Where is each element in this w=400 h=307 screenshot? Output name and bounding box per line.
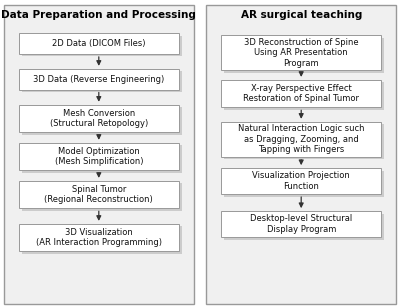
FancyBboxPatch shape <box>221 80 381 107</box>
Text: Model Optimization
(Mesh Simplification): Model Optimization (Mesh Simplification) <box>54 147 143 166</box>
FancyBboxPatch shape <box>4 5 194 304</box>
FancyBboxPatch shape <box>221 211 381 237</box>
FancyBboxPatch shape <box>224 82 384 110</box>
FancyBboxPatch shape <box>19 69 179 90</box>
FancyBboxPatch shape <box>22 145 182 173</box>
FancyBboxPatch shape <box>221 35 381 71</box>
FancyBboxPatch shape <box>221 122 381 157</box>
Text: 3D Visualization
(AR Interaction Programming): 3D Visualization (AR Interaction Program… <box>36 228 162 247</box>
FancyBboxPatch shape <box>206 5 396 304</box>
FancyBboxPatch shape <box>22 183 182 211</box>
Text: AR surgical teaching: AR surgical teaching <box>240 10 362 20</box>
FancyBboxPatch shape <box>22 71 182 92</box>
Text: Data Preparation and Processing: Data Preparation and Processing <box>1 10 196 20</box>
Text: 3D Data (Reverse Engineering): 3D Data (Reverse Engineering) <box>33 75 164 84</box>
FancyBboxPatch shape <box>19 181 179 208</box>
FancyBboxPatch shape <box>22 36 182 56</box>
FancyBboxPatch shape <box>19 224 179 251</box>
Text: X-ray Perspective Effect
Restoration of Spinal Tumor: X-ray Perspective Effect Restoration of … <box>243 84 359 103</box>
FancyBboxPatch shape <box>19 105 179 132</box>
Text: Desktop-level Structural
Display Program: Desktop-level Structural Display Program <box>250 214 352 234</box>
FancyBboxPatch shape <box>22 107 182 135</box>
FancyBboxPatch shape <box>224 214 384 239</box>
Text: Mesh Conversion
(Structural Retopology): Mesh Conversion (Structural Retopology) <box>50 109 148 128</box>
Text: Spinal Tumor
(Regional Reconstruction): Spinal Tumor (Regional Reconstruction) <box>44 185 153 204</box>
FancyBboxPatch shape <box>19 33 179 54</box>
Text: 3D Reconstruction of Spine
Using AR Presentation
Program: 3D Reconstruction of Spine Using AR Pres… <box>244 38 358 68</box>
FancyBboxPatch shape <box>224 38 384 73</box>
FancyBboxPatch shape <box>224 124 384 159</box>
Text: Visualization Projection
Function: Visualization Projection Function <box>252 171 350 191</box>
FancyBboxPatch shape <box>224 171 384 196</box>
Text: 2D Data (DICOM Files): 2D Data (DICOM Files) <box>52 39 146 48</box>
Text: Natural Interaction Logic such
as Dragging, Zooming, and
Tapping with Fingers: Natural Interaction Logic such as Draggi… <box>238 124 364 154</box>
FancyBboxPatch shape <box>221 168 381 194</box>
FancyBboxPatch shape <box>22 226 182 254</box>
FancyBboxPatch shape <box>19 143 179 170</box>
